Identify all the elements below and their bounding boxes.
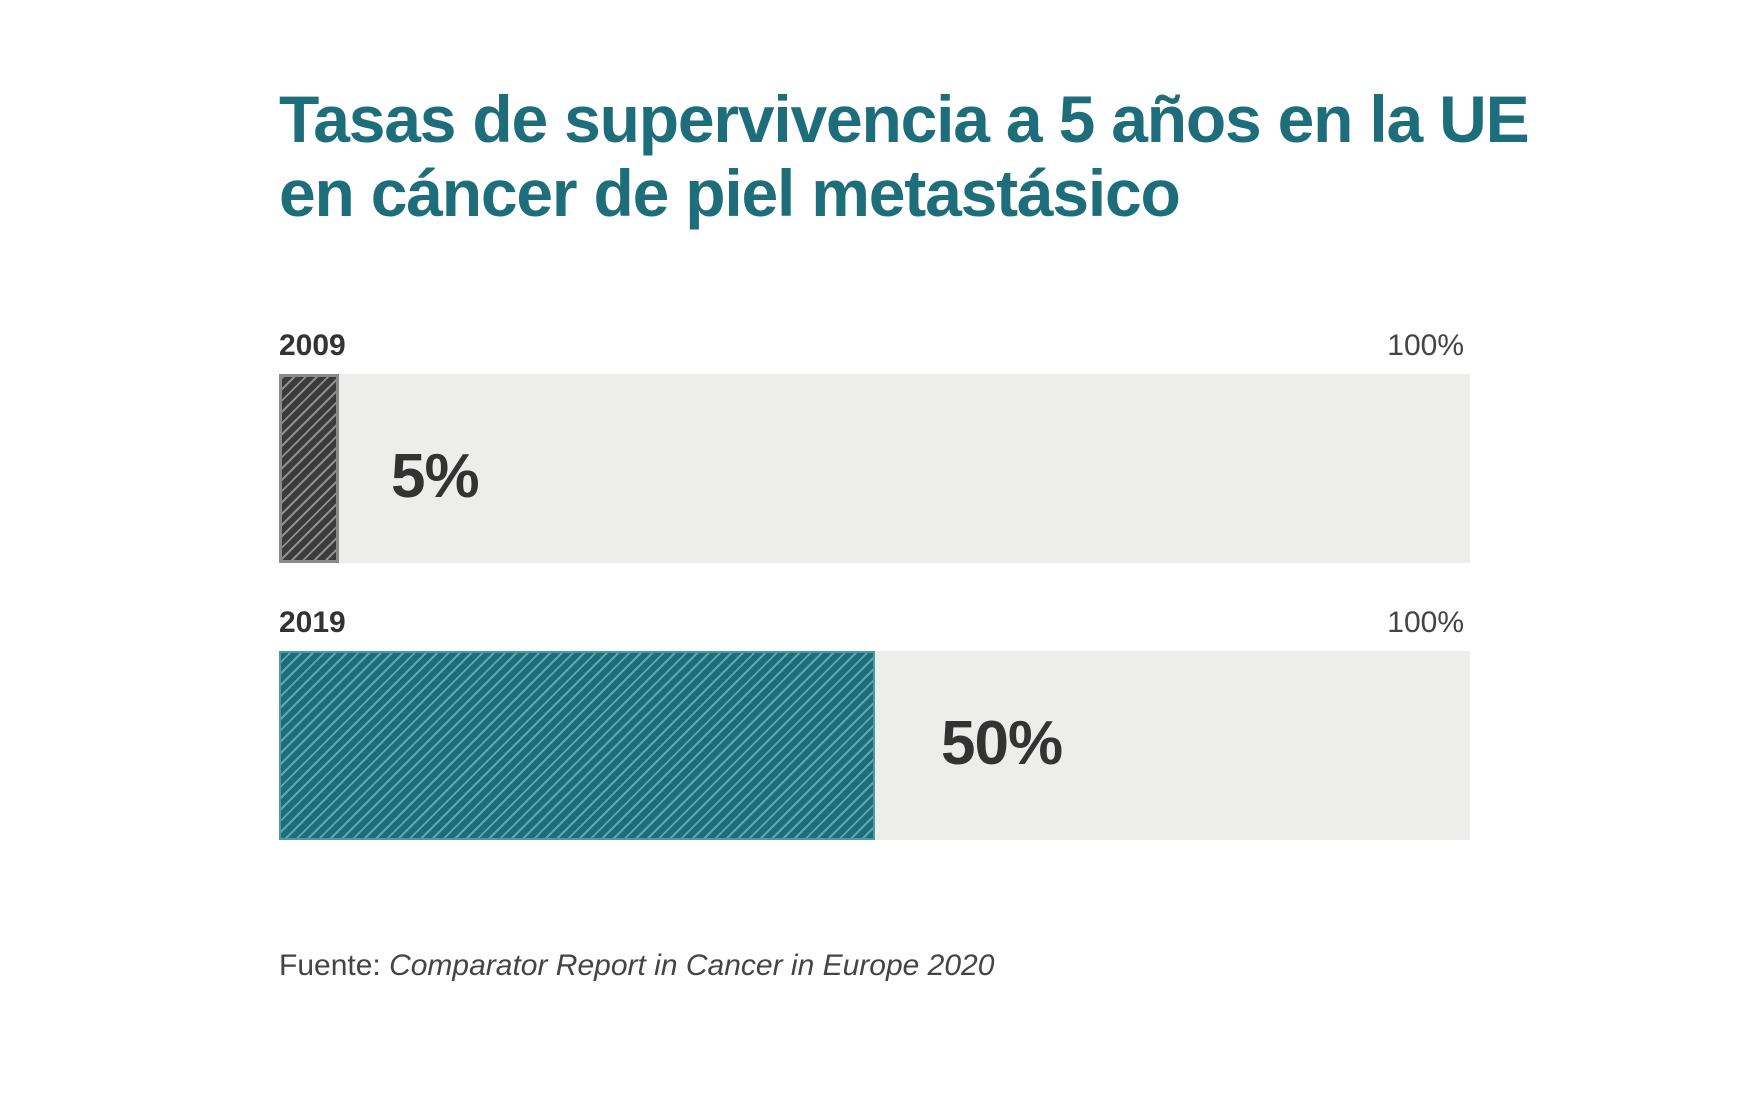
chart-title-line-1: Tasas de supervivencia a 5 años en la UE <box>279 82 1530 156</box>
bar-track-2009: 5% <box>279 374 1470 563</box>
value-label-2009: 5% <box>391 442 480 511</box>
source-prefix: Fuente: <box>279 949 390 982</box>
source-title: Comparator Report in Cancer in Europe 20… <box>389 949 995 982</box>
chart-title: Tasas de supervivencia a 5 años en la UE… <box>279 82 1579 230</box>
source-note: Fuente: Comparator Report in Cancer in E… <box>279 948 994 984</box>
bar-2009 <box>279 374 339 563</box>
max-label-2009: 100% <box>1387 329 1464 362</box>
chart-title-line-2: en cáncer de piel metastásico <box>279 156 1181 230</box>
category-label-2019: 2019 <box>279 606 346 639</box>
category-label-2009: 2009 <box>279 329 346 362</box>
value-label-2019: 50% <box>941 709 1063 778</box>
max-label-2019: 100% <box>1387 606 1464 639</box>
bar-2019 <box>279 651 875 840</box>
bar-track-2019: 50% <box>279 651 1470 840</box>
